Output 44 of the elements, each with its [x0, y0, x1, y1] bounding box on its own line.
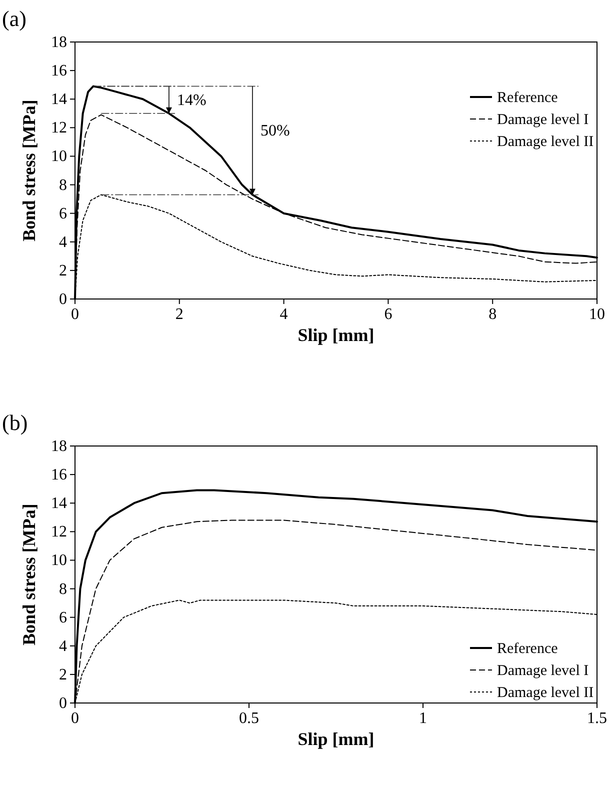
x-tick-label: 0 [71, 710, 79, 727]
chart-title: (a) [2, 6, 26, 31]
y-tick-label: 8 [59, 580, 67, 598]
x-axis-title: Slip [mm] [298, 325, 374, 345]
y-tick-label: 6 [59, 205, 67, 222]
y-axis-title: Bond stress [MPa] [19, 100, 39, 242]
y-tick-label: 4 [59, 234, 67, 251]
x-tick-label: 0.5 [239, 710, 259, 727]
legend-label: Reference [497, 641, 558, 657]
y-tick-label: 8 [59, 176, 67, 194]
x-tick-label: 8 [488, 306, 497, 323]
annotation: 50% [260, 122, 290, 140]
y-tick-label: 12 [51, 524, 67, 541]
y-tick-label: 0 [59, 695, 67, 712]
y-tick-label: 10 [51, 552, 67, 570]
x-tick-label: 0 [71, 306, 79, 323]
x-tick-label: 6 [384, 306, 392, 323]
y-tick-label: 10 [51, 148, 67, 166]
y-tick-label: 16 [51, 466, 67, 484]
legend-label: Damage level II [497, 685, 594, 701]
legend-label: Reference [497, 90, 558, 106]
x-tick-label: 1 [419, 710, 427, 727]
annotation: 14% [176, 92, 206, 109]
y-axis-title: Bond stress [MPa] [19, 504, 39, 646]
x-axis-title: Slip [mm] [298, 729, 374, 749]
y-tick-label: 0 [59, 291, 67, 308]
x-tick-label: 4 [280, 306, 288, 323]
legend-label: Damage level I [497, 112, 589, 128]
y-tick-label: 14 [51, 495, 67, 512]
y-tick-label: 16 [51, 62, 67, 80]
x-tick-label: 1.5 [587, 710, 607, 727]
y-tick-label: 4 [59, 638, 67, 655]
legend-label: Damage level II [497, 134, 594, 150]
y-tick-label: 14 [51, 91, 67, 108]
x-tick-label: 2 [175, 306, 184, 323]
chart-title: (b) [2, 410, 28, 435]
y-tick-label: 18 [51, 438, 67, 455]
y-tick-label: 2 [59, 666, 67, 684]
x-tick-label: 10 [589, 306, 605, 323]
y-tick-label: 12 [51, 120, 67, 137]
legend-label: Damage level I [497, 663, 589, 679]
y-tick-label: 18 [51, 34, 67, 51]
y-tick-label: 6 [59, 609, 67, 626]
y-tick-label: 2 [59, 262, 67, 280]
